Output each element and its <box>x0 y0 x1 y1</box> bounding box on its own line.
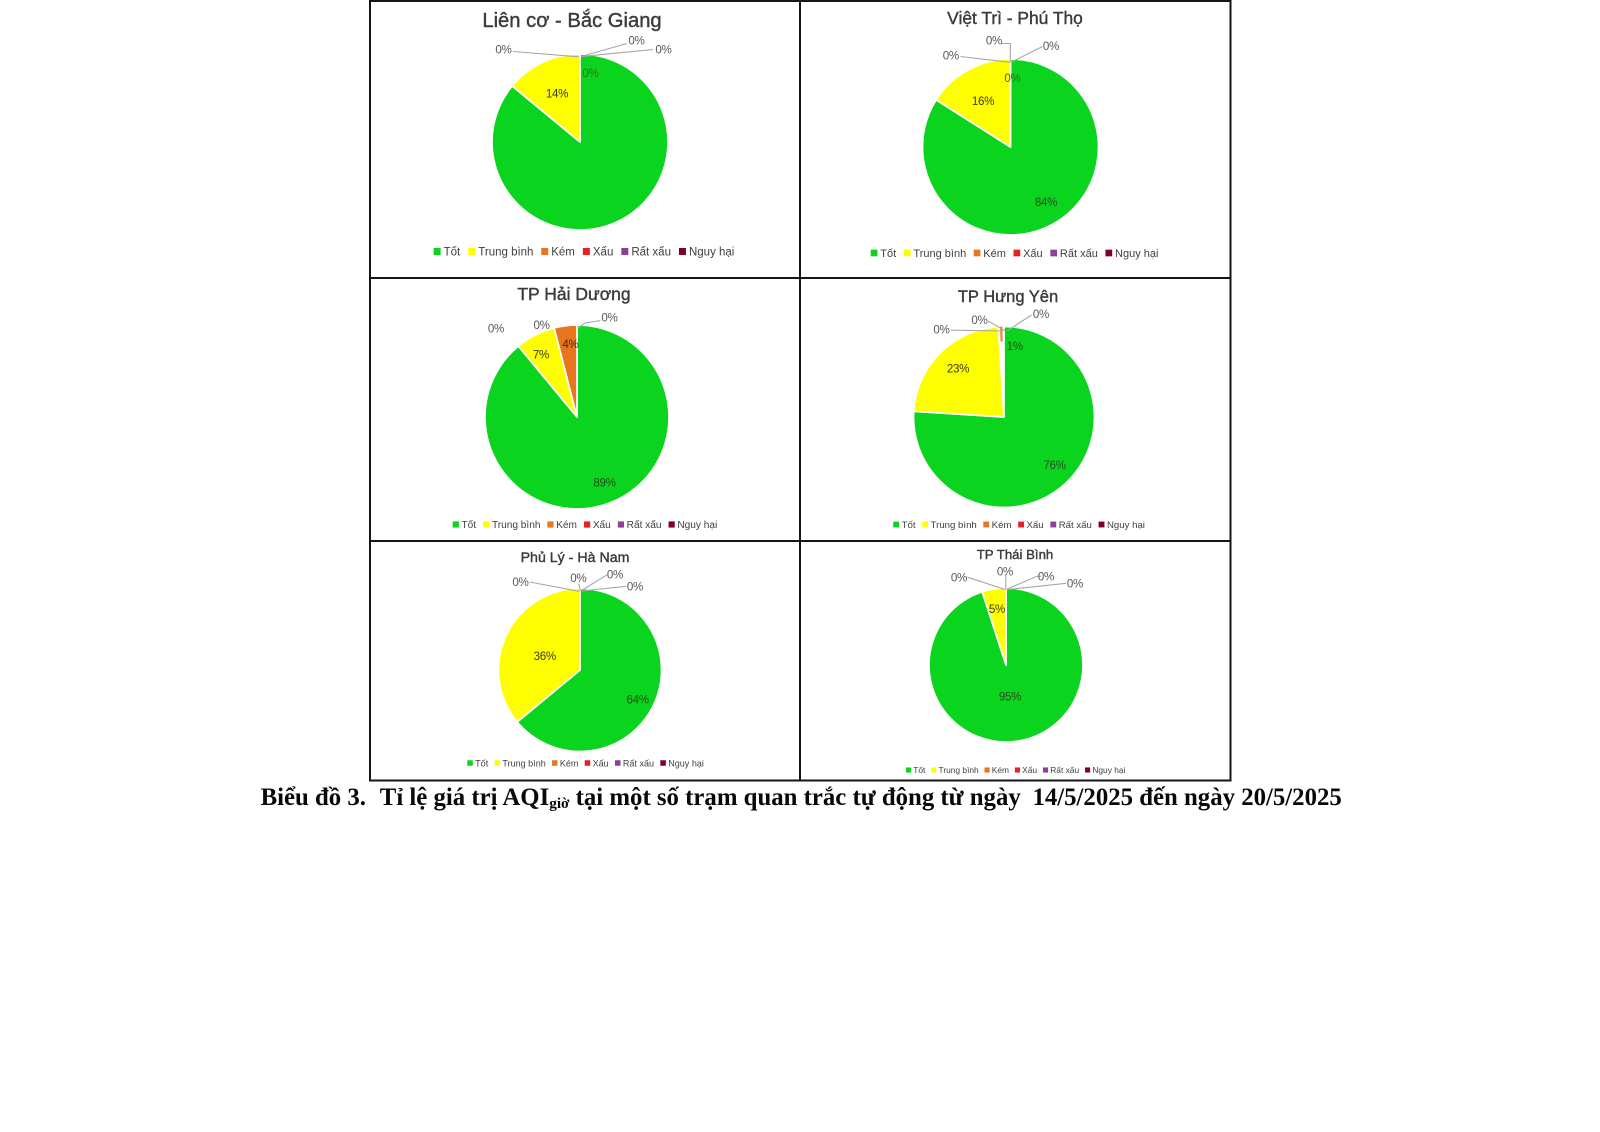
svg-text:Tốt: Tốt <box>913 765 926 775</box>
svg-text:0%: 0% <box>534 319 550 332</box>
svg-text:Nguy hại: Nguy hại <box>1107 520 1145 531</box>
svg-text:0%: 0% <box>1004 72 1020 85</box>
svg-text:23%: 23% <box>947 362 969 375</box>
svg-text:Biểu đồ 3. Tỉ lệ giá trị AQIgi: Biểu đồ 3. Tỉ lệ giá trị AQIgiờ tại một … <box>261 784 1342 812</box>
svg-text:Tốt: Tốt <box>475 758 489 768</box>
svg-text:Xấu: Xấu <box>1027 520 1044 531</box>
svg-text:Xấu: Xấu <box>593 247 613 259</box>
svg-text:16%: 16% <box>972 95 994 108</box>
svg-text:36%: 36% <box>534 650 556 663</box>
svg-text:Xấu: Xấu <box>593 758 609 768</box>
svg-text:14%: 14% <box>546 87 568 100</box>
svg-text:0%: 0% <box>488 322 504 335</box>
svg-text:95%: 95% <box>999 690 1021 703</box>
svg-text:64%: 64% <box>626 693 648 706</box>
svg-text:Nguy hại: Nguy hại <box>668 758 704 768</box>
svg-text:0%: 0% <box>933 324 949 337</box>
svg-text:Trung bình: Trung bình <box>492 520 541 531</box>
svg-text:Rất xấu: Rất xấu <box>1050 765 1079 775</box>
svg-text:0%: 0% <box>1067 577 1083 590</box>
svg-text:Rất xấu: Rất xấu <box>627 519 662 531</box>
svg-text:Nguy hại: Nguy hại <box>689 247 734 259</box>
svg-text:0%: 0% <box>512 576 528 589</box>
svg-text:Việt Trì - Phú Thọ: Việt Trì - Phú Thọ <box>947 8 1083 28</box>
svg-text:7%: 7% <box>533 348 549 361</box>
svg-text:0%: 0% <box>601 311 617 324</box>
svg-text:1%: 1% <box>1007 340 1023 353</box>
svg-text:Kém: Kém <box>992 765 1009 775</box>
svg-text:Xấu: Xấu <box>593 519 611 531</box>
svg-text:Kém: Kém <box>992 520 1012 531</box>
svg-text:0%: 0% <box>1043 40 1059 53</box>
svg-text:Xấu: Xấu <box>1023 248 1043 260</box>
svg-text:84%: 84% <box>1035 196 1057 209</box>
svg-text:0%: 0% <box>971 314 987 327</box>
svg-text:Rất xấu: Rất xấu <box>1059 520 1092 531</box>
svg-text:0%: 0% <box>570 572 586 585</box>
svg-text:0%: 0% <box>628 34 644 47</box>
svg-text:0%: 0% <box>1033 308 1049 321</box>
svg-text:0%: 0% <box>627 580 643 593</box>
svg-text:0%: 0% <box>655 43 671 56</box>
svg-text:89%: 89% <box>593 476 615 489</box>
svg-text:0%: 0% <box>1038 570 1054 583</box>
svg-text:0%: 0% <box>986 34 1002 47</box>
svg-text:Trung bình: Trung bình <box>502 758 545 768</box>
svg-text:0%: 0% <box>607 568 623 581</box>
svg-text:Kém: Kém <box>560 758 579 768</box>
svg-text:Tốt: Tốt <box>880 248 896 260</box>
svg-text:Xấu: Xấu <box>1022 765 1037 775</box>
svg-text:Kém: Kém <box>551 247 575 259</box>
svg-text:Trung bình: Trung bình <box>939 765 980 775</box>
svg-text:Nguy hại: Nguy hại <box>1092 765 1125 775</box>
svg-text:Rất xấu: Rất xấu <box>623 758 654 768</box>
svg-text:Nguy hại: Nguy hại <box>1115 248 1158 260</box>
svg-text:Rất xấu: Rất xấu <box>631 247 671 259</box>
svg-text:Trung bình: Trung bình <box>913 248 966 260</box>
svg-text:5%: 5% <box>989 603 1005 616</box>
svg-text:Tốt: Tốt <box>461 519 476 531</box>
svg-text:0%: 0% <box>951 571 967 584</box>
svg-text:0%: 0% <box>997 565 1013 578</box>
svg-text:0%: 0% <box>495 43 511 56</box>
svg-text:Phủ Lý - Hà Nam: Phủ Lý - Hà Nam <box>521 550 630 566</box>
svg-text:Nguy hại: Nguy hại <box>677 520 717 531</box>
svg-text:Kém: Kém <box>556 520 577 531</box>
svg-text:Tốt: Tốt <box>902 520 916 531</box>
svg-text:TP Hưng Yên: TP Hưng Yên <box>958 288 1058 306</box>
svg-text:4%: 4% <box>562 338 578 351</box>
svg-text:Liên cơ - Bắc Giang: Liên cơ - Bắc Giang <box>482 9 661 32</box>
svg-text:Tốt: Tốt <box>444 247 461 259</box>
svg-text:0%: 0% <box>582 67 598 80</box>
svg-text:Kém: Kém <box>983 248 1006 260</box>
svg-text:Rất xấu: Rất xấu <box>1060 248 1098 260</box>
svg-text:Trung bình: Trung bình <box>478 247 533 259</box>
svg-text:Trung bình: Trung bình <box>931 520 977 531</box>
svg-text:0%: 0% <box>943 50 959 63</box>
svg-text:TP Thái Bình: TP Thái Bình <box>977 547 1054 562</box>
svg-text:76%: 76% <box>1043 459 1065 472</box>
svg-text:TP Hải Dương: TP Hải Dương <box>517 284 630 304</box>
